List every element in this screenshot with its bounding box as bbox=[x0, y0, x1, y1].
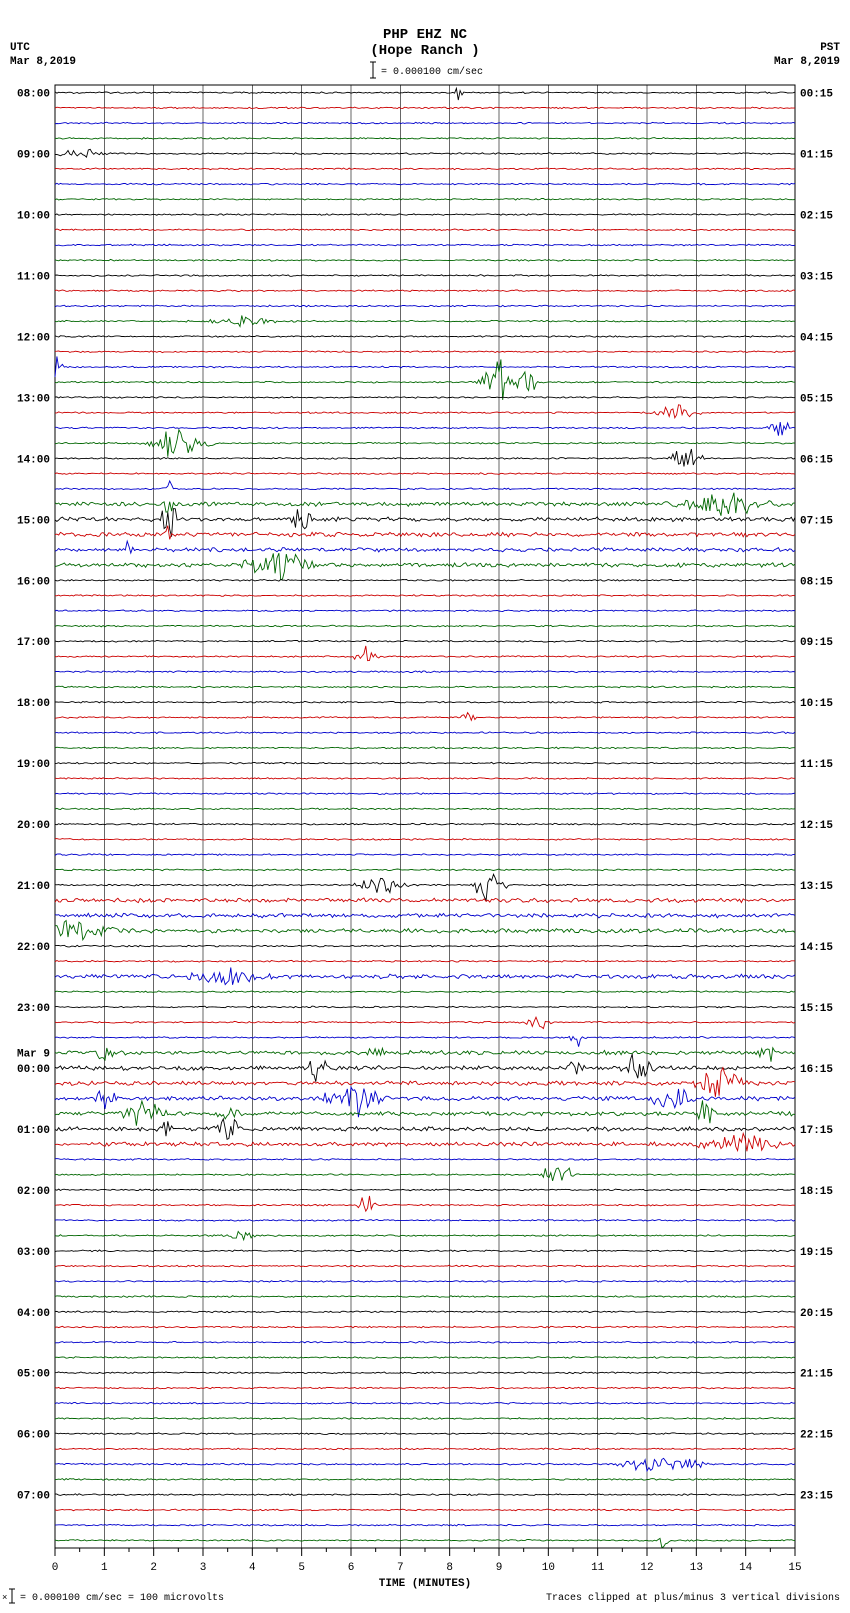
svg-text:Mar 9: Mar 9 bbox=[17, 1049, 50, 1061]
svg-text:UTC: UTC bbox=[10, 42, 30, 54]
svg-text:12:00: 12:00 bbox=[17, 332, 50, 344]
svg-text:10: 10 bbox=[542, 1562, 555, 1574]
svg-text:02:15: 02:15 bbox=[800, 211, 833, 223]
svg-text:8: 8 bbox=[446, 1562, 453, 1574]
svg-text:2: 2 bbox=[150, 1562, 157, 1574]
svg-text:21:15: 21:15 bbox=[800, 1369, 833, 1381]
svg-text:13:15: 13:15 bbox=[800, 881, 833, 893]
svg-text:05:15: 05:15 bbox=[800, 393, 833, 405]
svg-text:04:15: 04:15 bbox=[800, 332, 833, 344]
svg-text:07:15: 07:15 bbox=[800, 515, 833, 527]
svg-text:11: 11 bbox=[591, 1562, 605, 1574]
svg-text:13:00: 13:00 bbox=[17, 393, 50, 405]
svg-text:7: 7 bbox=[397, 1562, 404, 1574]
svg-text:16:00: 16:00 bbox=[17, 576, 50, 588]
svg-text:= 0.000100 cm/sec = 100 micr: = 0.000100 cm/sec = 100 microvolts bbox=[20, 1592, 224, 1604]
seismogram-chart: PHP EHZ NC(Hope Ranch ) = 0.000100 cm/sec… bbox=[0, 0, 850, 1613]
svg-text:11:15: 11:15 bbox=[800, 759, 833, 771]
svg-text:05:00: 05:00 bbox=[17, 1369, 50, 1381]
svg-text:TIME (MINUTES): TIME (MINUTES) bbox=[379, 1578, 471, 1590]
svg-text:PHP EHZ NC: PHP EHZ NC bbox=[383, 27, 468, 43]
svg-text:PST: PST bbox=[820, 42, 840, 54]
svg-text:Mar 8,2019: Mar 8,2019 bbox=[774, 56, 840, 68]
svg-text:22:00: 22:00 bbox=[17, 942, 50, 954]
svg-text:16:15: 16:15 bbox=[800, 1064, 833, 1076]
svg-text:01:00: 01:00 bbox=[17, 1125, 50, 1137]
svg-text:06:00: 06:00 bbox=[17, 1430, 50, 1442]
svg-text:15: 15 bbox=[788, 1562, 801, 1574]
svg-text:22:15: 22:15 bbox=[800, 1430, 833, 1442]
svg-text:1: 1 bbox=[101, 1562, 108, 1574]
svg-text:12: 12 bbox=[640, 1562, 653, 1574]
svg-text:10:15: 10:15 bbox=[800, 698, 833, 710]
svg-text:19:15: 19:15 bbox=[800, 1247, 833, 1259]
svg-text:(Hope Ranch ): (Hope Ranch ) bbox=[370, 43, 479, 59]
svg-text:15:00: 15:00 bbox=[17, 515, 50, 527]
svg-text:08:15: 08:15 bbox=[800, 576, 833, 588]
svg-text:13: 13 bbox=[690, 1562, 703, 1574]
svg-text:18:00: 18:00 bbox=[17, 698, 50, 710]
svg-text:21:00: 21:00 bbox=[17, 881, 50, 893]
svg-text:17:15: 17:15 bbox=[800, 1125, 833, 1137]
svg-text:14:00: 14:00 bbox=[17, 454, 50, 466]
svg-text:15:15: 15:15 bbox=[800, 1003, 833, 1015]
svg-text:01:15: 01:15 bbox=[800, 150, 833, 162]
svg-text:12:15: 12:15 bbox=[800, 820, 833, 832]
svg-text:09:00: 09:00 bbox=[17, 150, 50, 162]
svg-text:08:00: 08:00 bbox=[17, 89, 50, 101]
svg-text:10:00: 10:00 bbox=[17, 211, 50, 223]
svg-text:20:15: 20:15 bbox=[800, 1308, 833, 1320]
svg-text:9: 9 bbox=[496, 1562, 503, 1574]
svg-text:00:15: 00:15 bbox=[800, 89, 833, 101]
svg-text:03:00: 03:00 bbox=[17, 1247, 50, 1259]
svg-text:18:15: 18:15 bbox=[800, 1186, 833, 1198]
svg-text:23:15: 23:15 bbox=[800, 1491, 833, 1503]
svg-text:06:15: 06:15 bbox=[800, 454, 833, 466]
svg-text:5: 5 bbox=[298, 1562, 305, 1574]
svg-text:×: × bbox=[2, 1593, 7, 1603]
svg-text:19:00: 19:00 bbox=[17, 759, 50, 771]
svg-text:02:00: 02:00 bbox=[17, 1186, 50, 1198]
svg-text:Mar 8,2019: Mar 8,2019 bbox=[10, 56, 76, 68]
svg-text:04:00: 04:00 bbox=[17, 1308, 50, 1320]
svg-text:23:00: 23:00 bbox=[17, 1003, 50, 1015]
svg-text:20:00: 20:00 bbox=[17, 820, 50, 832]
svg-text:3: 3 bbox=[200, 1562, 207, 1574]
svg-text:= 0.000100 cm/sec: = 0.000100 cm/sec bbox=[381, 66, 483, 78]
svg-text:11:00: 11:00 bbox=[17, 271, 50, 283]
svg-text:Traces clipped at plus/minus 3: Traces clipped at plus/minus 3 vertical … bbox=[546, 1592, 840, 1604]
svg-text:00:00: 00:00 bbox=[17, 1064, 50, 1076]
svg-text:14: 14 bbox=[739, 1562, 753, 1574]
svg-text:4: 4 bbox=[249, 1562, 256, 1574]
svg-text:07:00: 07:00 bbox=[17, 1491, 50, 1503]
svg-text:14:15: 14:15 bbox=[800, 942, 833, 954]
svg-text:6: 6 bbox=[348, 1562, 355, 1574]
svg-text:17:00: 17:00 bbox=[17, 637, 50, 649]
svg-text:0: 0 bbox=[52, 1562, 59, 1574]
svg-text:09:15: 09:15 bbox=[800, 637, 833, 649]
svg-text:03:15: 03:15 bbox=[800, 271, 833, 283]
